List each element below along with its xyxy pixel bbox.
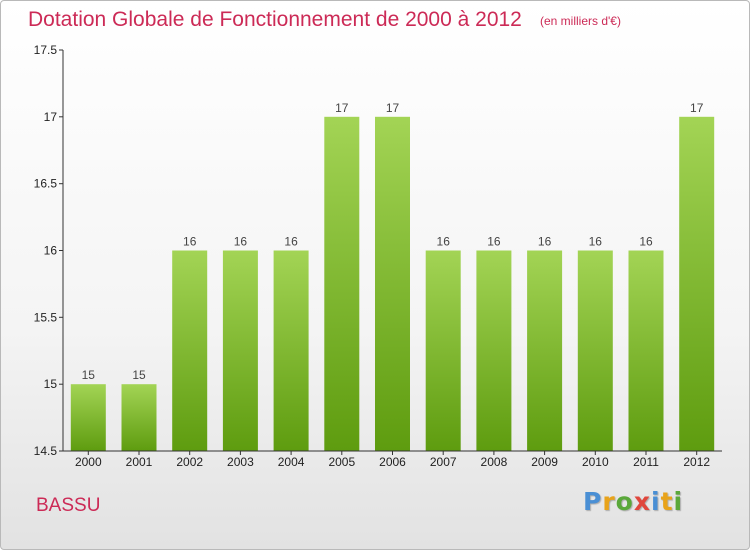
bar-2005: [324, 116, 360, 452]
chart-title: Dotation Globale de Fonctionnement de 20…: [28, 8, 522, 31]
value-label-2011: 16: [639, 235, 653, 249]
y-tick-label-16: 16: [44, 244, 58, 258]
x-tick-label-2002: 2002: [176, 455, 203, 469]
logo-letter: o: [615, 487, 634, 516]
x-tick-label-2004: 2004: [278, 455, 305, 469]
bar-2001: [121, 384, 157, 451]
x-tick-label-2012: 2012: [683, 455, 710, 469]
bar-2012: [679, 116, 715, 452]
bar-2006: [375, 116, 410, 452]
logo-letter: x: [633, 487, 651, 516]
bar-2009: [527, 250, 563, 451]
bars-layer: 15 15 16 16 16 17 17 16 16 16 16 16 17: [70, 101, 715, 452]
logo-letter: i: [651, 487, 661, 516]
value-label-2002: 16: [183, 235, 197, 249]
bar-2000: [70, 384, 106, 451]
value-label-2004: 16: [284, 235, 298, 249]
x-tick-label-2010: 2010: [582, 455, 609, 469]
bar-2003: [222, 250, 258, 451]
bar-2004: [273, 250, 309, 451]
value-label-2009: 16: [538, 235, 552, 249]
logo-letter: t: [660, 487, 674, 516]
value-label-2001: 15: [132, 368, 146, 382]
commune-name: BASSU: [36, 495, 101, 516]
y-tick-label-17.5: 17.5: [34, 43, 58, 57]
value-label-2006: 17: [386, 101, 400, 115]
x-tick-label-2001: 2001: [126, 455, 153, 469]
x-tick-label-2009: 2009: [531, 455, 558, 469]
bar-2002: [172, 250, 208, 451]
bar-2010: [577, 250, 613, 451]
logo-letter: r: [602, 487, 616, 516]
value-label-2008: 16: [487, 235, 501, 249]
x-tick-label-2000: 2000: [75, 455, 102, 469]
chart-unit: (en milliers d'€): [540, 14, 621, 28]
y-tick-label-16.5: 16.5: [34, 177, 58, 191]
bar-2008: [476, 250, 512, 451]
value-label-2003: 16: [234, 235, 248, 249]
x-tick-label-2008: 2008: [481, 455, 508, 469]
y-tick-label-15: 15: [44, 377, 58, 391]
value-label-2000: 15: [82, 368, 96, 382]
value-label-2010: 16: [589, 235, 603, 249]
x-tick-label-2007: 2007: [430, 455, 457, 469]
x-tick-label-2003: 2003: [227, 455, 254, 469]
x-tick-label-2011: 2011: [633, 455, 659, 469]
logo-letter: P: [583, 487, 603, 516]
value-label-2005: 17: [335, 101, 349, 115]
y-tick-label-14.5: 14.5: [34, 444, 58, 458]
x-tick-label-2006: 2006: [379, 455, 406, 469]
value-label-2007: 16: [437, 235, 451, 249]
axes-layer: 2000 2001 2002 2003 2004 2005 2006 2007 2008 2009…: [34, 43, 722, 469]
proxiti-logo[interactable]: Proxiti: [583, 487, 683, 516]
bar-2011: [628, 250, 664, 451]
logo-letter: i: [673, 487, 684, 516]
y-tick-label-15.5: 15.5: [34, 310, 58, 324]
y-tick-label-17: 17: [44, 110, 58, 124]
value-label-2012: 17: [690, 101, 704, 115]
x-tick-label-2005: 2005: [328, 455, 355, 469]
bar-2007: [425, 250, 461, 451]
